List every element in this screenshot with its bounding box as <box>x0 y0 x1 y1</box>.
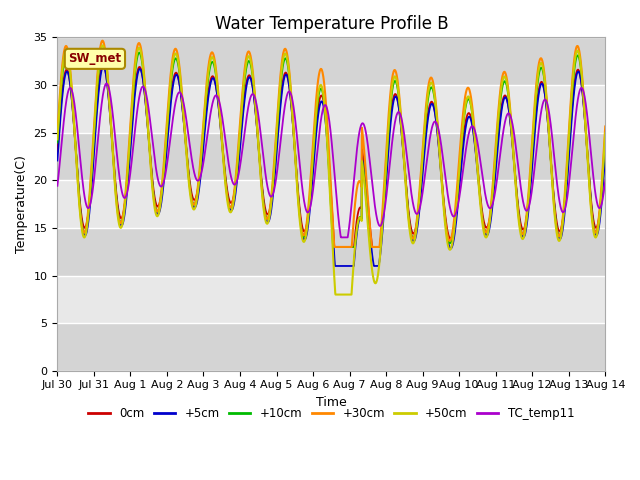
Bar <box>58 37 605 85</box>
Bar <box>58 180 605 228</box>
Bar <box>58 132 605 180</box>
Title: Water Temperature Profile B: Water Temperature Profile B <box>214 15 448 33</box>
Bar <box>58 85 605 132</box>
Legend: 0cm, +5cm, +10cm, +30cm, +50cm, TC_temp11: 0cm, +5cm, +10cm, +30cm, +50cm, TC_temp1… <box>84 402 579 425</box>
Bar <box>58 323 605 371</box>
Y-axis label: Temperature(C): Temperature(C) <box>15 155 28 253</box>
X-axis label: Time: Time <box>316 396 347 409</box>
Bar <box>58 276 605 323</box>
Bar <box>58 228 605 276</box>
Text: SW_met: SW_met <box>68 52 122 65</box>
